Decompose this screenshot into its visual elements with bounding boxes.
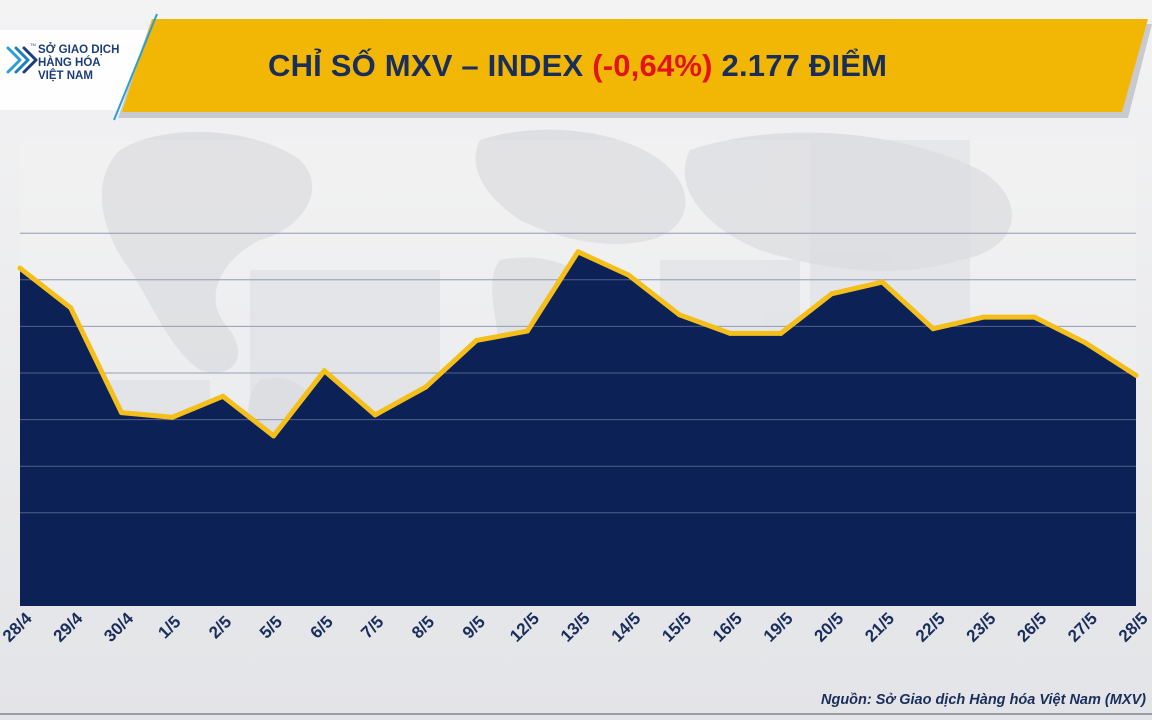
x-tick-label: 28/5 — [1115, 609, 1152, 646]
x-tick-label: 21/5 — [861, 609, 898, 646]
data-point — [372, 412, 378, 418]
chart-title: CHỈ SỐ MXV – INDEX (-0,64%) 2.177 ĐIỂM — [268, 48, 887, 84]
data-point — [423, 384, 429, 390]
x-tick-label: 7/5 — [357, 612, 387, 642]
data-point — [1133, 372, 1139, 378]
title-banner — [0, 13, 1152, 121]
title-suffix: 2.177 ĐIỂM — [721, 48, 888, 83]
data-point — [981, 314, 987, 320]
x-tick-label: 12/5 — [506, 609, 543, 646]
banner-strip — [122, 19, 1148, 112]
x-tick-label: 15/5 — [658, 609, 695, 646]
bottom-divider — [0, 713, 1152, 715]
x-tick-label: 1/5 — [154, 612, 184, 642]
data-point — [930, 326, 936, 332]
x-tick-label: 2/5 — [205, 612, 235, 642]
logo-divider — [113, 13, 158, 121]
x-tick-label: 6/5 — [307, 612, 337, 642]
index-area-fill — [20, 251, 1136, 607]
data-point — [1032, 314, 1038, 320]
data-point — [727, 330, 733, 336]
data-point — [118, 410, 124, 416]
data-points — [17, 249, 1139, 439]
x-tick-label: 26/5 — [1013, 609, 1050, 646]
data-point — [1082, 340, 1088, 346]
x-tick-label: 28/4 — [0, 608, 36, 645]
x-tick-label: 13/5 — [557, 609, 594, 646]
data-point — [474, 337, 480, 343]
source-note: Nguồn: Sở Giao dịch Hàng hóa Việt Nam (M… — [821, 692, 1146, 708]
x-tick-label: 16/5 — [709, 609, 746, 646]
x-tick-label: 19/5 — [760, 609, 797, 646]
mxv-index-chart: 28/4 29/4 30/4 1/5 2/5 5/5 6/5 7/5 8/5 9/5 12/5 13/… — [0, 140, 1152, 646]
x-tick-label: 27/5 — [1064, 609, 1101, 646]
x-tick-label: 14/5 — [608, 609, 645, 646]
x-tick-label: 8/5 — [408, 612, 438, 642]
x-tick-label: 23/5 — [963, 609, 1000, 646]
x-tick-label: 30/4 — [100, 608, 137, 645]
data-point — [17, 265, 23, 271]
data-point — [321, 368, 327, 374]
data-point — [271, 433, 277, 439]
logo-tm-mark: TM — [30, 42, 36, 47]
mxv-logo: TM — [6, 42, 38, 74]
data-point — [524, 328, 530, 334]
data-point — [778, 330, 784, 336]
data-point — [575, 249, 581, 255]
x-tick-label: 22/5 — [912, 609, 949, 646]
data-point — [676, 312, 682, 318]
data-point — [220, 393, 226, 399]
x-tick-label: 29/4 — [50, 608, 87, 645]
x-tick-label: 9/5 — [459, 612, 489, 642]
title-prefix: CHỈ SỐ MXV – INDEX — [268, 48, 584, 83]
title-change: (-0,64%) — [592, 48, 713, 83]
data-point — [879, 279, 885, 285]
x-tick-label: 20/5 — [811, 609, 848, 646]
data-point — [169, 414, 175, 420]
x-axis-labels: 28/4 29/4 30/4 1/5 2/5 5/5 6/5 7/5 8/5 9/5 12/5 13/… — [0, 608, 1152, 645]
data-point — [626, 272, 632, 278]
logo-text: SỞ GIAO DỊCH HÀNG HÓA VIỆT NAM — [38, 44, 120, 82]
logo-panel — [0, 30, 148, 110]
logo-chevron-icon — [6, 46, 38, 74]
x-tick-label: 5/5 — [256, 612, 286, 642]
data-point — [829, 291, 835, 297]
data-point — [68, 305, 74, 311]
